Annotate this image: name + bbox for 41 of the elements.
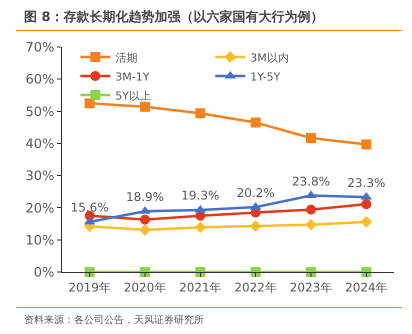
text: 资料来源：各公司公告，天风证券研究所 <box>24 314 204 327</box>
y-tick-label: 60% <box>25 72 54 88</box>
point <box>306 132 316 143</box>
x-tick-label: 2021年 <box>179 280 222 294</box>
point <box>140 102 150 112</box>
x-tick-label: 2019年 <box>68 280 111 294</box>
data-label: 18.9% <box>126 190 164 204</box>
y-tick-label: 10% <box>25 233 54 248</box>
point <box>195 108 206 118</box>
legend-label: 5Y以上 <box>115 89 151 102</box>
x-tick-label: 2020年 <box>124 280 166 294</box>
legend-label: 1Y-5Y <box>250 70 281 84</box>
point <box>361 199 372 210</box>
legend-label: 活期 <box>115 51 138 64</box>
legend-label: 3M-1Y <box>115 70 150 84</box>
x-tick-label: 2024年 <box>345 280 388 294</box>
point <box>360 216 372 228</box>
point <box>194 221 206 234</box>
data-label: 15.6% <box>70 200 109 215</box>
y-tick-label: 30% <box>25 169 54 184</box>
y-tick-label: 40% <box>25 136 54 152</box>
data-label: 23.3% <box>347 176 386 190</box>
point <box>139 224 151 236</box>
y-tick-label: 70% <box>25 40 54 56</box>
point <box>250 220 262 232</box>
point <box>140 214 150 225</box>
x-tick-label: 2022年 <box>234 280 277 294</box>
point <box>250 118 261 128</box>
legend-label: 3M以内 <box>250 51 289 64</box>
y-tick-label: 20% <box>25 201 54 216</box>
point <box>361 139 372 150</box>
point <box>84 98 95 108</box>
data-label: 20.2% <box>236 186 275 200</box>
point <box>306 204 316 215</box>
data-label: 23.8% <box>292 174 330 188</box>
data-label: 19.3% <box>181 188 220 203</box>
chart-title: 图 8：存款长期化趋势加强（以六家国有大行为例） <box>24 8 324 26</box>
y-tick-label: 50% <box>25 104 54 120</box>
x-tick-label: 2023年 <box>290 280 332 294</box>
y-tick-label: 0% <box>34 266 54 281</box>
point <box>305 218 317 231</box>
